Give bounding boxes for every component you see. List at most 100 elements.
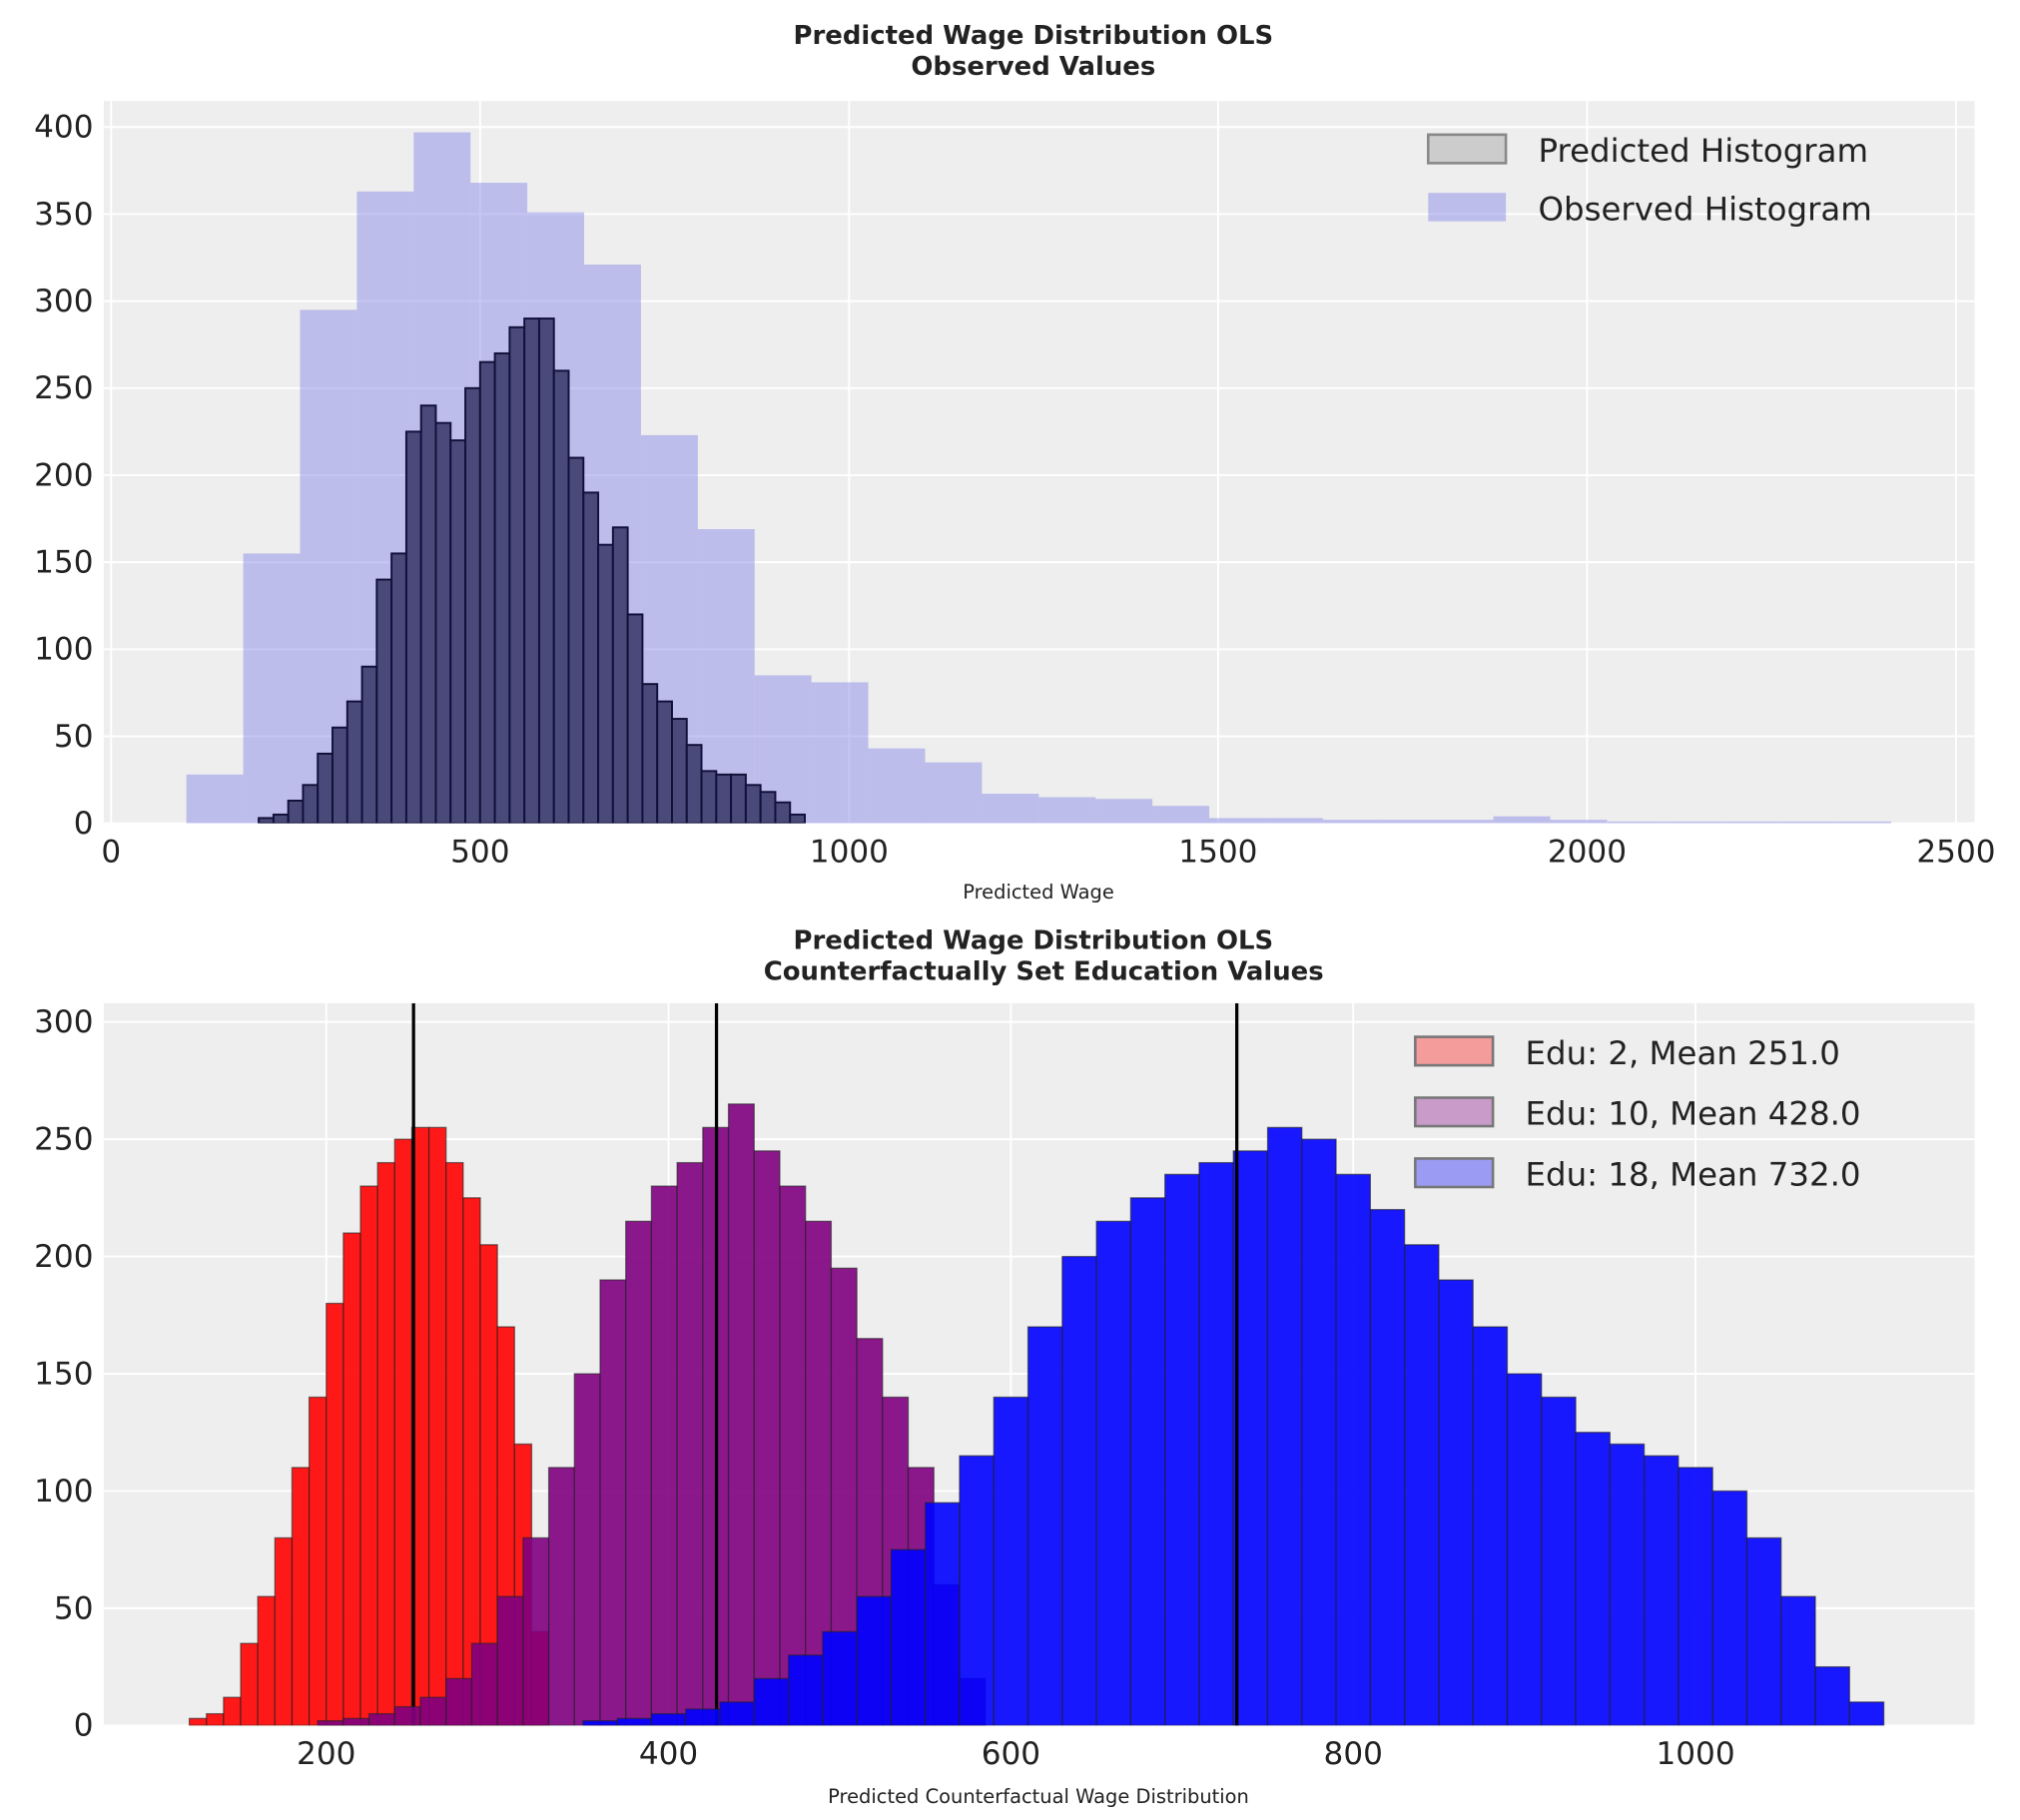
y-tick-label: 400 (34, 110, 93, 146)
histogram-bar (186, 774, 244, 824)
histogram-bar (753, 1150, 781, 1726)
histogram-bar (1780, 1595, 1816, 1726)
histogram-bar (240, 1642, 259, 1726)
histogram-bar (522, 1536, 550, 1726)
histogram-bar (1848, 1701, 1885, 1726)
histogram-bar (478, 360, 496, 824)
histogram-bar (982, 793, 1039, 824)
histogram-bar (868, 748, 926, 824)
x-tick-label: 1500 (1178, 835, 1257, 871)
histogram-bar (1834, 821, 1891, 824)
legend-label: Observed Histogram (1539, 190, 1872, 228)
legend-label: Edu: 2, Mean 251.0 (1526, 1034, 1840, 1072)
histogram-bar (302, 784, 320, 824)
histogram-bar (547, 1467, 575, 1726)
histogram-bar (925, 762, 983, 824)
histogram-bar (419, 1696, 447, 1726)
histogram-bar (223, 1696, 242, 1726)
histogram-bar (1265, 818, 1323, 824)
histogram-bar (567, 456, 585, 824)
histogram-bar (359, 1185, 378, 1726)
histogram-bar (685, 1708, 721, 1726)
histogram-bar (671, 718, 688, 824)
top-chart-title-line2: Observed Values (911, 52, 1155, 82)
legend-label: Edu: 18, Mean 732.0 (1526, 1156, 1861, 1194)
y-tick-label: 300 (34, 1004, 93, 1040)
histogram-bar (616, 1717, 653, 1726)
series-3 (582, 1126, 1885, 1726)
histogram-bar (342, 1717, 370, 1726)
bars-layer (188, 1002, 1885, 1726)
histogram-bar (573, 1373, 601, 1726)
histogram-bar (1541, 1396, 1577, 1726)
histogram-bar (1493, 816, 1551, 824)
legend-label: Predicted Histogram (1539, 132, 1869, 170)
histogram-bar (1038, 797, 1096, 824)
histogram-bar (243, 553, 301, 824)
histogram-bar (258, 817, 275, 824)
top-chart-x-axis-label: Predicted Wage (963, 881, 1114, 904)
histogram-bar (393, 1138, 413, 1726)
histogram-bar (890, 1548, 927, 1726)
histogram-bar (719, 1701, 755, 1726)
histogram-bar (1777, 821, 1835, 824)
histogram-bar (727, 1103, 755, 1726)
histogram-bar (1711, 1490, 1748, 1726)
histogram-bar (1678, 1467, 1713, 1726)
histogram-bar (1129, 1197, 1166, 1726)
histogram-bar (345, 700, 363, 824)
histogram-bar (464, 386, 481, 824)
histogram-bar (700, 770, 718, 824)
y-tick-label: 200 (34, 457, 93, 493)
legend-swatch (1414, 1035, 1495, 1067)
histogram-bar (625, 1220, 653, 1726)
histogram-bar (1369, 1208, 1406, 1726)
histogram-bar (1436, 820, 1494, 824)
histogram-bar (1322, 820, 1380, 824)
histogram-bar (774, 801, 792, 824)
y-tick-label: 0 (74, 806, 94, 842)
x-tick-label: 2000 (1548, 835, 1627, 871)
histogram-bar (1720, 821, 1778, 824)
y-tick-label: 300 (34, 284, 93, 319)
histogram-bar (685, 744, 703, 824)
histogram-bar (257, 1595, 276, 1726)
x-tick-label: 1000 (810, 835, 889, 871)
histogram-bar (493, 351, 511, 824)
histogram-bar (376, 1161, 395, 1726)
histogram-bar (445, 1677, 473, 1726)
histogram-bar (537, 317, 555, 824)
histogram-bar (360, 665, 378, 824)
histogram-bar (470, 1642, 498, 1726)
histogram-bar (1164, 1173, 1200, 1726)
histogram-bar (1550, 820, 1608, 824)
legend: Edu: 2, Mean 251.0 Edu: 10, Mean 428.0 Edu… (1414, 1034, 1861, 1194)
histogram-bar (1061, 1255, 1097, 1726)
histogram-bar (206, 1712, 225, 1726)
histogram-bar (759, 791, 777, 824)
histogram-bar (650, 1712, 687, 1726)
bottom-chart-x-axis-label: Predicted Counterfactual Wage Distributi… (828, 1785, 1249, 1808)
x-tick-label: 600 (982, 1736, 1040, 1772)
histogram-bar (1266, 1126, 1303, 1726)
histogram-bar (317, 1720, 344, 1726)
histogram-bar (1643, 1455, 1680, 1726)
histogram-bar (753, 1677, 790, 1726)
histogram-bar (1609, 1443, 1646, 1726)
histogram-bar (445, 1161, 464, 1726)
y-tick-label: 50 (54, 1590, 94, 1626)
histogram-bar (1301, 1138, 1337, 1726)
histogram-bar (375, 578, 393, 824)
legend-swatch (1427, 133, 1508, 165)
histogram-bar (332, 726, 348, 824)
legend-swatch (1414, 1096, 1495, 1128)
histogram-bar (1745, 1536, 1782, 1726)
histogram-bar (496, 1595, 524, 1726)
x-tick-label: 400 (639, 1736, 698, 1772)
histogram-bar (1472, 1326, 1509, 1726)
legend-swatch (1414, 1157, 1495, 1189)
x-tick-label: 800 (1324, 1736, 1383, 1772)
histogram-bar (626, 613, 644, 824)
histogram-bar (1232, 1150, 1269, 1726)
y-tick-label: 150 (34, 544, 93, 580)
